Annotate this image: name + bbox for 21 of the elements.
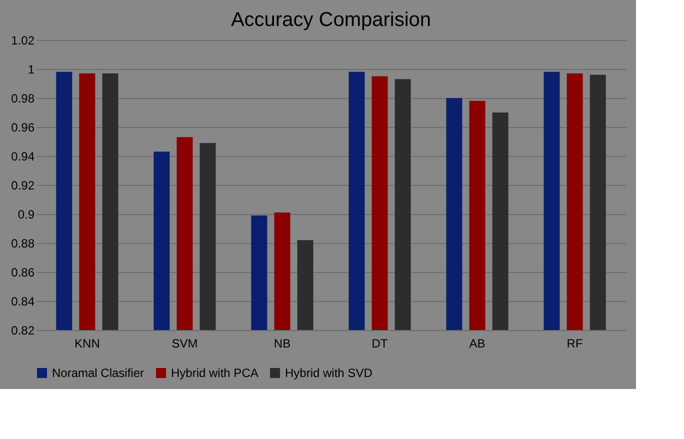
y-tick-label: 0.98	[11, 92, 35, 106]
legend-label: Noramal Clasifier	[52, 366, 144, 380]
chart-title: Accuracy Comparision	[230, 9, 432, 31]
x-tick-label: NB	[274, 336, 291, 350]
y-tick-label: 1	[28, 62, 35, 76]
legend-label: Hybrid with PCA	[171, 366, 258, 380]
y-tick-label: 0.82	[11, 324, 35, 338]
y-tick-label: 0.94	[11, 150, 35, 164]
x-tick-label: DT	[372, 336, 388, 350]
x-tick-label: AB	[469, 336, 486, 350]
x-tick-label: KNN	[74, 336, 100, 350]
y-tick-label: 0.9	[18, 208, 35, 222]
y-tick-label: 1.02	[11, 34, 35, 48]
legend-label: Hybrid with SVD	[285, 366, 373, 380]
y-tick-label: 0.88	[11, 236, 35, 250]
x-tick-label: RF	[566, 336, 583, 350]
y-tick-label: 0.84	[11, 294, 35, 308]
y-tick-label: 0.86	[11, 266, 35, 280]
y-tick-label: 0.92	[11, 178, 35, 192]
y-tick-label: 0.96	[11, 120, 35, 134]
x-tick-label: SVM	[172, 336, 198, 350]
